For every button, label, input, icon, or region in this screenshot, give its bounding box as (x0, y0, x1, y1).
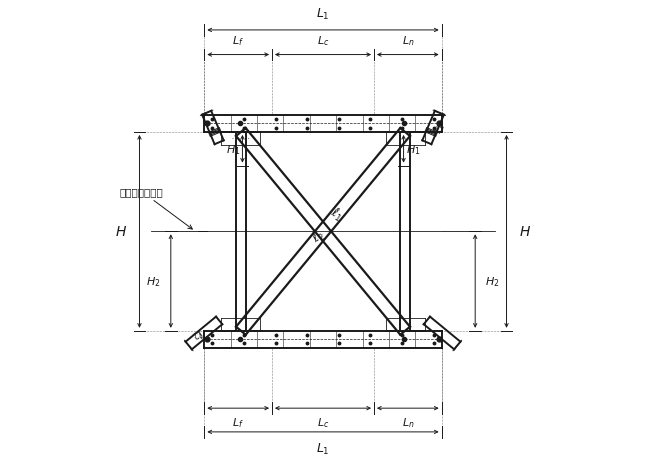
Text: $L_c$: $L_c$ (317, 415, 329, 429)
Text: 横联下弦中心线: 横联下弦中心线 (120, 187, 193, 230)
Text: $L_f$: $L_f$ (232, 415, 244, 429)
Text: $\ell_2$: $\ell_2$ (432, 120, 448, 136)
Text: $H_1$: $H_1$ (406, 143, 421, 156)
Text: $H_1$: $H_1$ (225, 143, 240, 156)
Text: $L_n$: $L_n$ (402, 35, 414, 48)
Text: $L_1$: $L_1$ (316, 441, 330, 456)
Text: $H_2$: $H_2$ (147, 275, 161, 288)
Text: $H$: $H$ (519, 225, 531, 239)
Text: $\ell_1$: $\ell_1$ (327, 204, 346, 224)
Text: $L_n$: $L_n$ (402, 415, 414, 429)
Text: $H_2$: $H_2$ (485, 275, 499, 288)
Text: $\ell_2$: $\ell_2$ (189, 325, 206, 342)
Text: $H$: $H$ (115, 225, 127, 239)
Text: $\ell_2$: $\ell_2$ (309, 226, 328, 246)
Text: $L_f$: $L_f$ (232, 35, 244, 48)
Text: $L_1$: $L_1$ (316, 7, 330, 22)
Text: $L_c$: $L_c$ (317, 35, 329, 48)
